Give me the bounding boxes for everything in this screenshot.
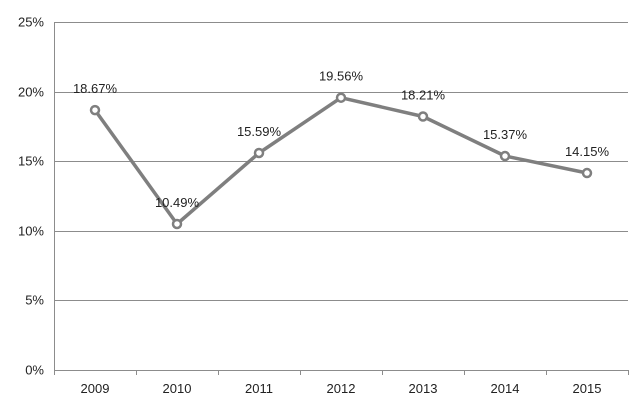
y-tick-label: 10% (18, 224, 44, 239)
y-axis-tick-labels: 0% 5% 10% 15% 20% 25% (18, 15, 44, 378)
data-label: 15.59% (237, 124, 282, 139)
y-tick-label: 0% (25, 363, 44, 378)
x-tick-label: 2011 (245, 381, 273, 396)
data-point (171, 218, 183, 230)
data-label: 18.67% (73, 81, 118, 96)
data-point (89, 104, 101, 116)
x-tick-label: 2009 (81, 381, 110, 396)
y-tick-label: 25% (18, 15, 44, 30)
data-point (417, 111, 429, 122)
y-tick-label: 20% (18, 85, 44, 100)
data-labels: 18.67% 10.49% 15.59% 19.56% 18.21% 15.37% 14.1… (73, 69, 610, 210)
data-label: 14.15% (565, 144, 610, 159)
x-tick-label: 2012 (327, 381, 356, 396)
data-point (253, 147, 265, 159)
x-tick-label: 2014 (491, 381, 520, 396)
data-point (499, 150, 511, 162)
data-label: 19.56% (319, 69, 364, 84)
x-tick-label: 2013 (409, 381, 438, 396)
data-label: 18.21% (401, 88, 446, 103)
data-point (335, 92, 347, 103)
y-tick-label: 15% (18, 154, 44, 169)
y-tick-label: 5% (25, 293, 44, 308)
x-axis-tick-labels: 2009 2010 2011 2012 2013 2014 2015 (81, 381, 602, 396)
data-label: 15.37% (483, 127, 528, 142)
data-points (89, 92, 593, 230)
x-tick-label: 2010 (163, 381, 192, 396)
data-point (581, 167, 593, 179)
x-tick-label: 2015 (573, 381, 602, 396)
data-label: 10.49% (155, 195, 200, 210)
